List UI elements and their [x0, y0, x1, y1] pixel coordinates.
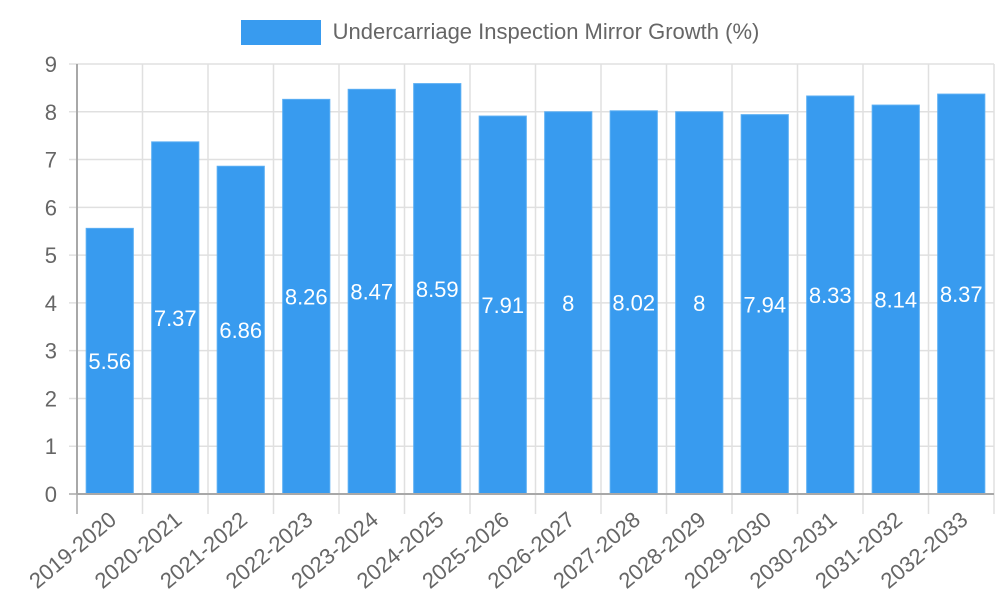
bar[interactable]: [85, 227, 134, 495]
y-tick-label: 4: [45, 291, 57, 316]
bar-value-label: 8.02: [612, 290, 655, 315]
bar[interactable]: [151, 141, 200, 495]
bar-value-label: 8.59: [416, 277, 459, 302]
bar-value-label: 8.37: [940, 282, 983, 307]
bar-value-label: 7.94: [743, 292, 786, 317]
bar[interactable]: [216, 165, 265, 495]
bar[interactable]: [478, 115, 527, 495]
bar-value-label: 5.56: [88, 349, 131, 374]
y-tick-label: 8: [45, 100, 57, 125]
grid-lines: [69, 63, 995, 514]
y-tick-label: 9: [45, 52, 57, 77]
legend-label: Undercarriage Inspection Mirror Growth (…: [332, 19, 760, 44]
y-tick-label: 0: [45, 482, 57, 507]
y-tick-label: 7: [45, 148, 57, 173]
data-labels: 5.56 7.37 6.86 8.26 8.47 8.59 7.91 8 8.02 8 7.94 8.…: [88, 277, 982, 374]
bar-value-label: 7.37: [154, 306, 197, 331]
y-tick-label: 6: [45, 195, 57, 220]
bar[interactable]: [806, 95, 855, 495]
bar-value-label: 8.33: [809, 283, 852, 308]
chart-legend[interactable]: Undercarriage Inspection Mirror Growth (…: [0, 19, 1000, 45]
bar-value-label: 8.47: [350, 280, 393, 305]
bar[interactable]: [675, 111, 724, 495]
bar-value-label: 6.86: [219, 318, 262, 343]
bar[interactable]: [413, 83, 462, 495]
bar[interactable]: [282, 98, 331, 495]
bar-value-label: 8.14: [874, 288, 917, 313]
axes: [76, 64, 994, 495]
bar-value-label: 7.91: [481, 293, 524, 318]
bar[interactable]: [609, 110, 658, 495]
bar[interactable]: [740, 114, 789, 495]
bar[interactable]: [937, 93, 986, 495]
bar[interactable]: [871, 104, 920, 495]
legend-swatch: [240, 19, 321, 45]
bar-value-label: 8.26: [285, 285, 328, 310]
y-tick-label: 5: [45, 243, 57, 268]
bar[interactable]: [347, 88, 396, 495]
bar[interactable]: [544, 111, 593, 495]
x-axis-ticks: 2019-20202020-20212021-20222022-20232023…: [24, 507, 972, 594]
bar-value-label: 8: [693, 291, 705, 316]
y-tick-label: 1: [45, 434, 57, 459]
bar-value-label: 8: [562, 291, 574, 316]
y-axis-ticks: 0 1 2 3 4 5 6 7 8 9: [45, 52, 57, 507]
bar-series: [85, 83, 986, 495]
y-tick-label: 2: [45, 386, 57, 411]
y-tick-label: 3: [45, 339, 57, 364]
